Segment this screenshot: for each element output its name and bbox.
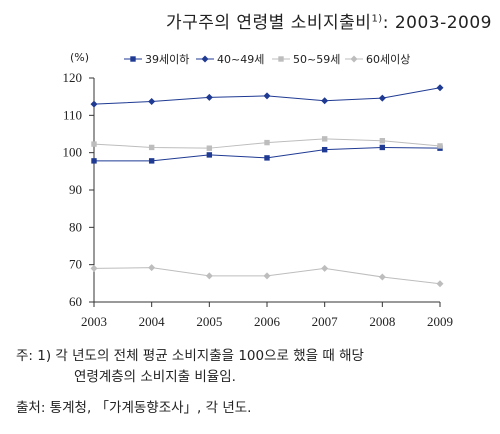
y-tick-label: 70	[69, 257, 82, 272]
footnote: 주: 1) 각 년도의 전체 평균 소비지출을 100으로 했을 때 해당 연령…	[16, 346, 364, 388]
data-point-series-4	[378, 273, 386, 281]
chart-title-text: 가구주의 연령별 소비지출비	[165, 13, 372, 33]
data-point-series-1	[206, 152, 213, 158]
data-point-series-3	[264, 139, 270, 146]
data-point-series-2	[321, 97, 329, 105]
data-point-series-4	[263, 272, 271, 280]
data-point-series-1	[148, 158, 155, 164]
data-point-series-1	[321, 146, 328, 153]
data-point-series-3	[379, 138, 386, 144]
data-point-series-3	[148, 144, 155, 151]
data-point-series-3	[321, 136, 328, 142]
y-tick-label: 100	[63, 145, 83, 160]
data-point-series-1	[379, 144, 386, 151]
legend-label: 40~49세	[217, 53, 264, 66]
x-tick-label: 2003	[81, 314, 107, 329]
data-point-series-2	[205, 93, 213, 101]
footnote-line-1: 주: 1) 각 년도의 전체 평균 소비지출을 100으로 했을 때 해당	[16, 348, 364, 364]
data-point-series-2	[90, 100, 98, 108]
data-point-series-2	[378, 94, 386, 102]
data-point-series-3	[437, 143, 443, 149]
data-point-series-1	[264, 155, 270, 161]
legend-label: 60세이상	[366, 53, 410, 66]
y-tick-label: 90	[69, 182, 82, 197]
x-tick-label: 2005	[196, 314, 222, 329]
data-point-series-1	[91, 158, 97, 164]
chart-title-suffix: : 2003-2009	[382, 13, 492, 33]
line-chart: 60 70 80 90 100 110 120 2003 2004 2005 2006 2007 200…	[63, 51, 454, 329]
y-unit-label: (%)	[70, 51, 89, 64]
x-tick-label: 2009	[427, 314, 453, 329]
data-point-series-2	[436, 84, 444, 92]
data-point-series-3	[206, 145, 213, 151]
legend-swatch-marker	[201, 55, 209, 63]
legend-swatch-marker	[350, 55, 358, 63]
x-tick-label: 2008	[369, 314, 395, 329]
data-point-series-2	[263, 92, 271, 100]
y-tick-label: 60	[69, 294, 82, 309]
data-point-series-4	[148, 264, 156, 272]
y-tick-label: 110	[63, 107, 82, 122]
data-point-series-4	[321, 264, 329, 272]
data-point-series-3	[91, 141, 97, 147]
legend-label: 39세이하	[145, 52, 189, 66]
data-point-series-2	[148, 98, 156, 106]
legend-label: 50~59세	[293, 53, 340, 66]
title-footnote-mark: 1)	[371, 13, 383, 25]
x-tick-label: 2007	[312, 314, 339, 329]
legend-swatch-marker	[130, 56, 136, 62]
source-note: 출처: 통계청, 「가계동향조사」, 각 년도.	[16, 400, 252, 416]
footnote-line-2: 연령계층의 소비지출 비율임.	[74, 369, 236, 385]
data-point-series-4	[90, 264, 98, 272]
data-point-series-4	[436, 280, 444, 288]
data-point-series-4	[205, 272, 213, 280]
y-tick-label: 80	[69, 219, 82, 234]
x-tick-label: 2006	[254, 314, 281, 329]
y-tick-label: 120	[63, 70, 83, 85]
legend-swatch-marker	[278, 56, 284, 62]
chart-title: 가구주의 연령별 소비지출비1): 2003-2009	[0, 8, 492, 33]
x-tick-label: 2004	[139, 314, 166, 329]
